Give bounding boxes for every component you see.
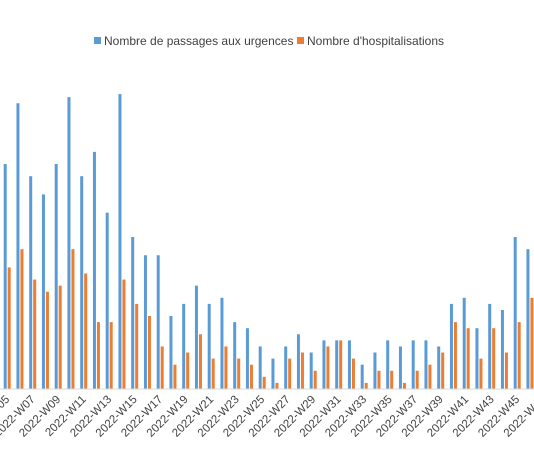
bar-urgences-2022-W06: [16, 103, 20, 390]
x-tick-labels: 2022-W052022-W072022-W092022-W112022-W13…: [0, 394, 534, 440]
bar-urgences-2022-W21: [207, 303, 211, 389]
bar-hospitalisations-2022-W38: [428, 364, 432, 389]
bar-hospitalisations-2022-W36: [402, 382, 406, 389]
bar-hospitalisations-2022-W22: [224, 346, 228, 389]
bar-urgences-2022-W30: [322, 340, 326, 389]
bar-hospitalisations-2022-W23: [237, 358, 241, 389]
bar-hospitalisations-2022-W45: [517, 322, 521, 389]
bar-urgences-2022-W36: [398, 346, 402, 389]
bar-urgences-2022-W45: [513, 237, 517, 389]
bar-hospitalisations-2022-W10: [71, 249, 75, 389]
bar-hospitalisations-2022-W14: [122, 279, 126, 389]
bar-urgences-2022-W40: [449, 303, 453, 389]
bar-hospitalisations-2022-W05: [7, 267, 11, 389]
bar-hospitalisations-2022-W25: [262, 376, 266, 389]
bar-urgences-2022-W13: [105, 212, 109, 389]
bar-urgences-2022-W15: [131, 237, 135, 389]
bar-hospitalisations-2022-W27: [288, 358, 292, 389]
bar-urgences-2022-W19: [182, 303, 186, 389]
bar-urgences-2022-W14: [118, 94, 122, 390]
bar-hospitalisations-2022-W34: [377, 370, 381, 389]
bar-urgences-2022-W39: [437, 346, 441, 389]
bar-urgences-2022-W29: [309, 352, 313, 389]
bars-group: [3, 94, 534, 390]
bar-hospitalisations-2022-W40: [453, 322, 457, 389]
bar-urgences-2022-W38: [424, 340, 428, 389]
legend-swatch-urgences: [94, 37, 101, 44]
bar-hospitalisations-2022-W30: [326, 346, 330, 389]
legend-swatch-hospitalisations: [297, 37, 304, 44]
bar-hospitalisations-2022-W20: [198, 334, 202, 389]
bar-hospitalisations-2022-W07: [33, 279, 37, 389]
bar-hospitalisations-2022-W28: [300, 352, 304, 389]
bar-hospitalisations-2022-W44: [504, 352, 508, 389]
bar-hospitalisations-2022-W09: [58, 285, 62, 389]
bar-hospitalisations-2022-W29: [313, 370, 317, 389]
bar-hospitalisations-2022-W35: [390, 370, 394, 389]
bar-hospitalisations-2022-W13: [109, 322, 113, 389]
bar-hospitalisations-2022-W41: [466, 328, 470, 389]
bar-urgences-2022-W16: [143, 255, 147, 389]
bar-hospitalisations-2022-W26: [275, 382, 279, 389]
legend: Nombre de passages aux urgences Nombre d…: [94, 34, 444, 48]
legend-label-urgences: Nombre de passages aux urgences: [104, 34, 293, 48]
bar-hospitalisations-2022-W11: [84, 273, 88, 389]
bar-hospitalisations-2022-W46: [530, 297, 534, 389]
bar-urgences-2022-W32: [347, 340, 351, 389]
bar-urgences-2022-W08: [41, 194, 45, 389]
bar-hospitalisations-2022-W43: [492, 328, 496, 389]
bar-urgences-2022-W42: [475, 328, 479, 389]
bar-urgences-2022-W37: [411, 340, 415, 389]
bar-hospitalisations-2022-W42: [479, 358, 483, 389]
bar-urgences-2022-W35: [386, 340, 390, 389]
bar-urgences-2022-W09: [54, 164, 58, 389]
bar-hospitalisations-2022-W12: [96, 322, 100, 389]
bar-hospitalisations-2022-W33: [364, 382, 368, 389]
bar-urgences-2022-W28: [296, 334, 300, 389]
bar-urgences-2022-W05: [3, 164, 7, 389]
bar-urgences-2022-W17: [156, 255, 160, 389]
bar-urgences-2022-W07: [29, 176, 33, 389]
bar-hospitalisations-2022-W31: [339, 340, 343, 389]
bar-hospitalisations-2022-W17: [160, 346, 164, 389]
bar-urgences-2022-W11: [80, 176, 84, 389]
bar-urgences-2022-W23: [233, 322, 237, 389]
bar-hospitalisations-2022-W39: [441, 352, 445, 389]
bar-urgences-2022-W12: [92, 151, 96, 389]
bar-urgences-2022-W34: [373, 352, 377, 389]
bar-hospitalisations-2022-W21: [211, 358, 215, 389]
bar-urgences-2022-W27: [284, 346, 288, 389]
bar-urgences-2022-W41: [462, 297, 466, 389]
bar-urgences-2022-W24: [245, 328, 249, 389]
bar-hospitalisations-2022-W19: [186, 352, 190, 389]
bar-urgences-2022-W31: [335, 340, 339, 389]
bar-urgences-2022-W25: [258, 346, 262, 389]
bar-hospitalisations-2022-W15: [135, 303, 139, 389]
bar-urgences-2022-W33: [360, 364, 364, 389]
bar-urgences-2022-W43: [488, 303, 492, 389]
bar-hospitalisations-2022-W18: [173, 364, 177, 389]
bar-hospitalisations-2022-W06: [20, 249, 24, 389]
legend-label-hospitalisations: Nombre d'hospitalisations: [307, 34, 444, 48]
bar-urgences-2022-W46: [526, 249, 530, 389]
bar-urgences-2022-W44: [500, 309, 504, 389]
bar-hospitalisations-2022-W16: [147, 316, 151, 389]
bar-urgences-2022-W20: [194, 285, 198, 389]
bar-hospitalisations-2022-W32: [351, 358, 355, 389]
bar-urgences-2022-W26: [271, 358, 275, 389]
bar-urgences-2022-W18: [169, 316, 173, 389]
bar-urgences-2022-W22: [220, 297, 224, 389]
bar-hospitalisations-2022-W24: [249, 364, 253, 389]
bar-hospitalisations-2022-W08: [45, 291, 49, 389]
bar-hospitalisations-2022-W37: [415, 370, 419, 389]
bar-urgences-2022-W10: [67, 97, 71, 389]
